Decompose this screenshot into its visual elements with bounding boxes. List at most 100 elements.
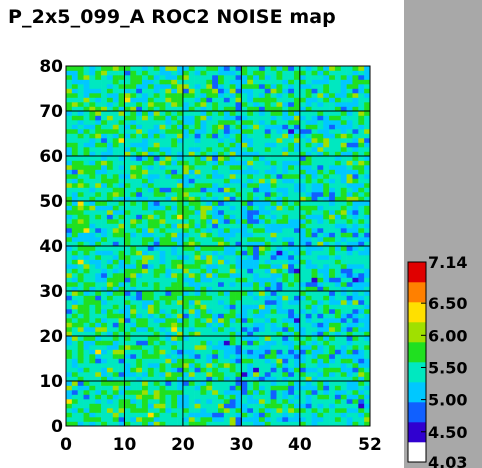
heatmap-cell	[334, 390, 342, 395]
heatmap-cell	[346, 358, 353, 364]
heatmap-cell	[101, 120, 108, 125]
heatmap-cell	[66, 147, 73, 152]
heatmap-cell	[323, 421, 330, 427]
heatmap-cell	[282, 300, 289, 305]
heatmap-cell	[247, 219, 254, 224]
heatmap-cell	[229, 196, 236, 202]
heatmap-cell	[264, 241, 271, 247]
heatmap-cell	[253, 102, 260, 107]
heatmap-cell	[106, 196, 114, 202]
heatmap-cell	[340, 124, 347, 130]
heatmap-cell	[206, 403, 213, 409]
heatmap-cell	[182, 102, 190, 107]
heatmap-cell	[200, 102, 207, 107]
heatmap-cell	[188, 75, 195, 80]
heatmap-cell	[188, 106, 195, 112]
heatmap-cell	[212, 169, 219, 175]
heatmap-cell	[270, 300, 277, 305]
heatmap-cell	[153, 408, 160, 413]
heatmap-cell	[340, 115, 347, 121]
heatmap-cell	[153, 106, 160, 112]
heatmap-cell	[177, 313, 184, 319]
heatmap-cell	[136, 93, 143, 98]
heatmap-cell	[106, 399, 114, 404]
heatmap-cell	[118, 345, 125, 350]
heatmap-cell	[200, 309, 207, 314]
heatmap-cell	[229, 210, 236, 215]
heatmap-cell	[346, 187, 353, 193]
heatmap-cell	[364, 286, 371, 292]
heatmap-cell	[305, 277, 312, 283]
heatmap-cell	[253, 408, 260, 413]
heatmap-cell	[317, 156, 324, 161]
heatmap-cell	[89, 264, 96, 269]
heatmap-cell	[147, 295, 154, 301]
heatmap-cell	[188, 286, 195, 292]
heatmap-cell	[276, 228, 283, 233]
heatmap-cell	[323, 318, 330, 323]
heatmap-cell	[171, 115, 178, 121]
heatmap-cell	[247, 412, 254, 418]
heatmap-cell	[270, 250, 277, 256]
heatmap-cell	[159, 210, 166, 215]
heatmap-cell	[317, 322, 324, 328]
heatmap-cell	[364, 228, 371, 233]
heatmap-cell	[270, 120, 277, 125]
heatmap-cell	[159, 349, 166, 355]
heatmap-cell	[264, 205, 271, 211]
heatmap-cell	[264, 255, 271, 260]
heatmap-cell	[77, 286, 84, 292]
heatmap-cell	[270, 106, 277, 112]
heatmap-cell	[317, 192, 324, 197]
heatmap-cell	[317, 169, 324, 175]
heatmap-cell	[305, 210, 312, 215]
heatmap-cell	[147, 237, 154, 242]
heatmap-cell	[340, 358, 347, 364]
heatmap-cell	[106, 327, 114, 332]
heatmap-cell	[247, 354, 254, 359]
heatmap-cell	[305, 318, 312, 323]
heatmap-cell	[89, 223, 96, 229]
heatmap-cell	[206, 376, 213, 382]
heatmap-cell	[153, 151, 160, 157]
heatmap-cell	[182, 183, 190, 188]
heatmap-cell	[142, 205, 149, 211]
heatmap-cell	[258, 133, 266, 139]
heatmap-cell	[235, 408, 242, 413]
heatmap-cell	[106, 363, 114, 368]
heatmap-cell	[194, 417, 201, 422]
heatmap-cell	[106, 277, 114, 283]
heatmap-cell	[218, 367, 225, 373]
heatmap-cell	[247, 300, 254, 305]
heatmap-cell	[101, 318, 108, 323]
heatmap-cell	[288, 246, 295, 251]
heatmap-cell	[212, 336, 219, 341]
heatmap-cell	[182, 309, 190, 314]
heatmap-cell	[223, 264, 230, 269]
heatmap-cell	[311, 102, 318, 107]
heatmap-cell	[165, 174, 172, 179]
heatmap-cell	[212, 183, 219, 188]
heatmap-cell	[89, 286, 96, 292]
heatmap-cell	[147, 300, 154, 305]
heatmap-cell	[118, 178, 125, 184]
heatmap-cell	[229, 88, 236, 94]
heatmap-cell	[188, 376, 195, 382]
heatmap-cell	[241, 259, 248, 265]
heatmap-cell	[317, 196, 324, 202]
heatmap-cell	[182, 66, 190, 71]
heatmap-cell	[159, 223, 166, 229]
heatmap-cell	[276, 156, 283, 161]
heatmap-cell	[124, 381, 131, 386]
heatmap-cell	[153, 196, 160, 202]
heatmap-cell	[177, 336, 184, 341]
heatmap-cell	[253, 376, 260, 382]
heatmap-cell	[147, 336, 154, 341]
heatmap-cell	[165, 102, 172, 107]
heatmap-cell	[200, 246, 207, 251]
heatmap-cell	[153, 349, 160, 355]
heatmap-cell	[206, 340, 213, 346]
heatmap-cell	[276, 196, 283, 202]
heatmap-cell	[124, 376, 131, 382]
heatmap-cell	[218, 318, 225, 323]
